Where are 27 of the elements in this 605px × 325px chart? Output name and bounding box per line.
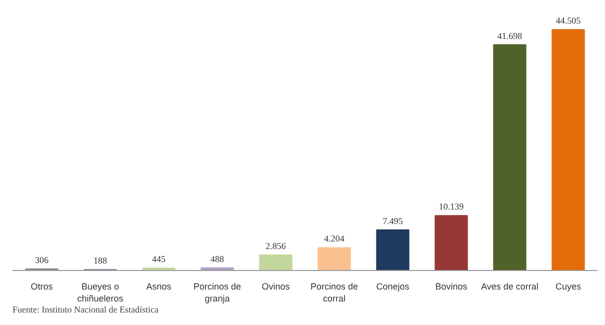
data-label: 44.505 (556, 16, 582, 26)
bar (259, 254, 292, 270)
x-tick-label: Aves de corral (481, 282, 538, 292)
data-label: 188 (94, 255, 108, 266)
data-label: 488 (210, 254, 224, 264)
data-label: 4.204 (324, 234, 345, 244)
bar (376, 229, 410, 270)
x-tick-label: Bueyes o chiñueleros (77, 282, 124, 304)
data-label: 41.698 (497, 30, 523, 41)
x-tick-label: Ovinos (262, 282, 290, 292)
data-label: 7.495 (382, 216, 404, 226)
x-tick-label: Cuyes (555, 282, 582, 292)
x-tick-label: Asnos (146, 282, 172, 292)
bar (493, 44, 526, 270)
x-tick-label: Conejos (376, 282, 410, 292)
bar (318, 247, 351, 270)
data-label: 10.139 (438, 202, 464, 212)
x-tick-label: Porcinos de corral (310, 282, 358, 304)
bar (434, 215, 468, 270)
x-tick-label: Porcinos de granja (193, 282, 242, 304)
x-tick-label: Otros (30, 282, 54, 292)
source-note: Fuente: Instituto Nacional de Estadística (12, 304, 158, 314)
data-label: 2.856 (266, 241, 286, 252)
bar (552, 29, 585, 270)
data-label: 445 (152, 254, 166, 264)
data-label: 306 (35, 254, 49, 265)
x-tick-label: Bovinos (435, 282, 468, 292)
